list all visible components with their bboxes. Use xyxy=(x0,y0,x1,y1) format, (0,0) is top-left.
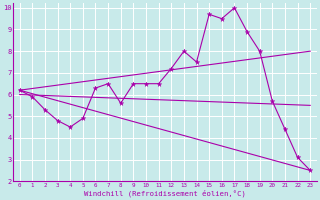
X-axis label: Windchill (Refroidissement éolien,°C): Windchill (Refroidissement éolien,°C) xyxy=(84,189,246,197)
